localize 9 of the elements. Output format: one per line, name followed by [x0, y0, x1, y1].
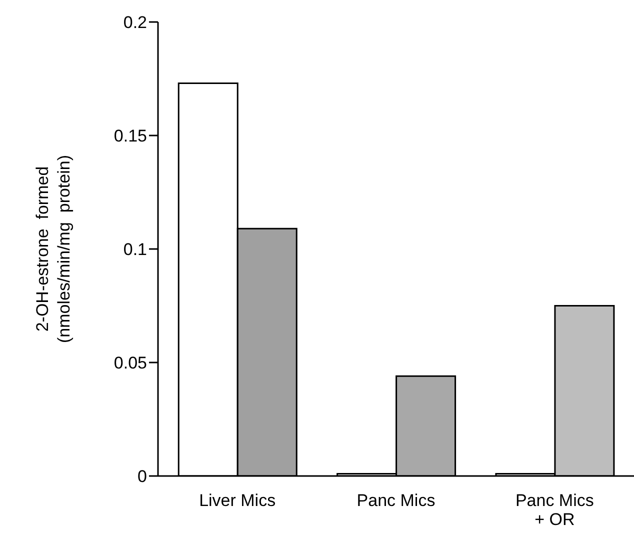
- y-tick-label: 0.05: [114, 354, 147, 373]
- x-tick-label: Panc Mics: [356, 491, 436, 510]
- y-tick-label: 0.2: [123, 13, 147, 32]
- y-tick-label: 0: [138, 467, 147, 486]
- y-tick-label: 0.15: [114, 126, 147, 146]
- y-axis-title: 2-OH-estrone formed (nmoles/min/mg protein): [33, 154, 74, 344]
- x-tick-label: Panc Mics + OR: [515, 491, 594, 529]
- x-tick-label: Liver Mics: [199, 491, 276, 510]
- y-tick-label: 0.1: [123, 240, 147, 260]
